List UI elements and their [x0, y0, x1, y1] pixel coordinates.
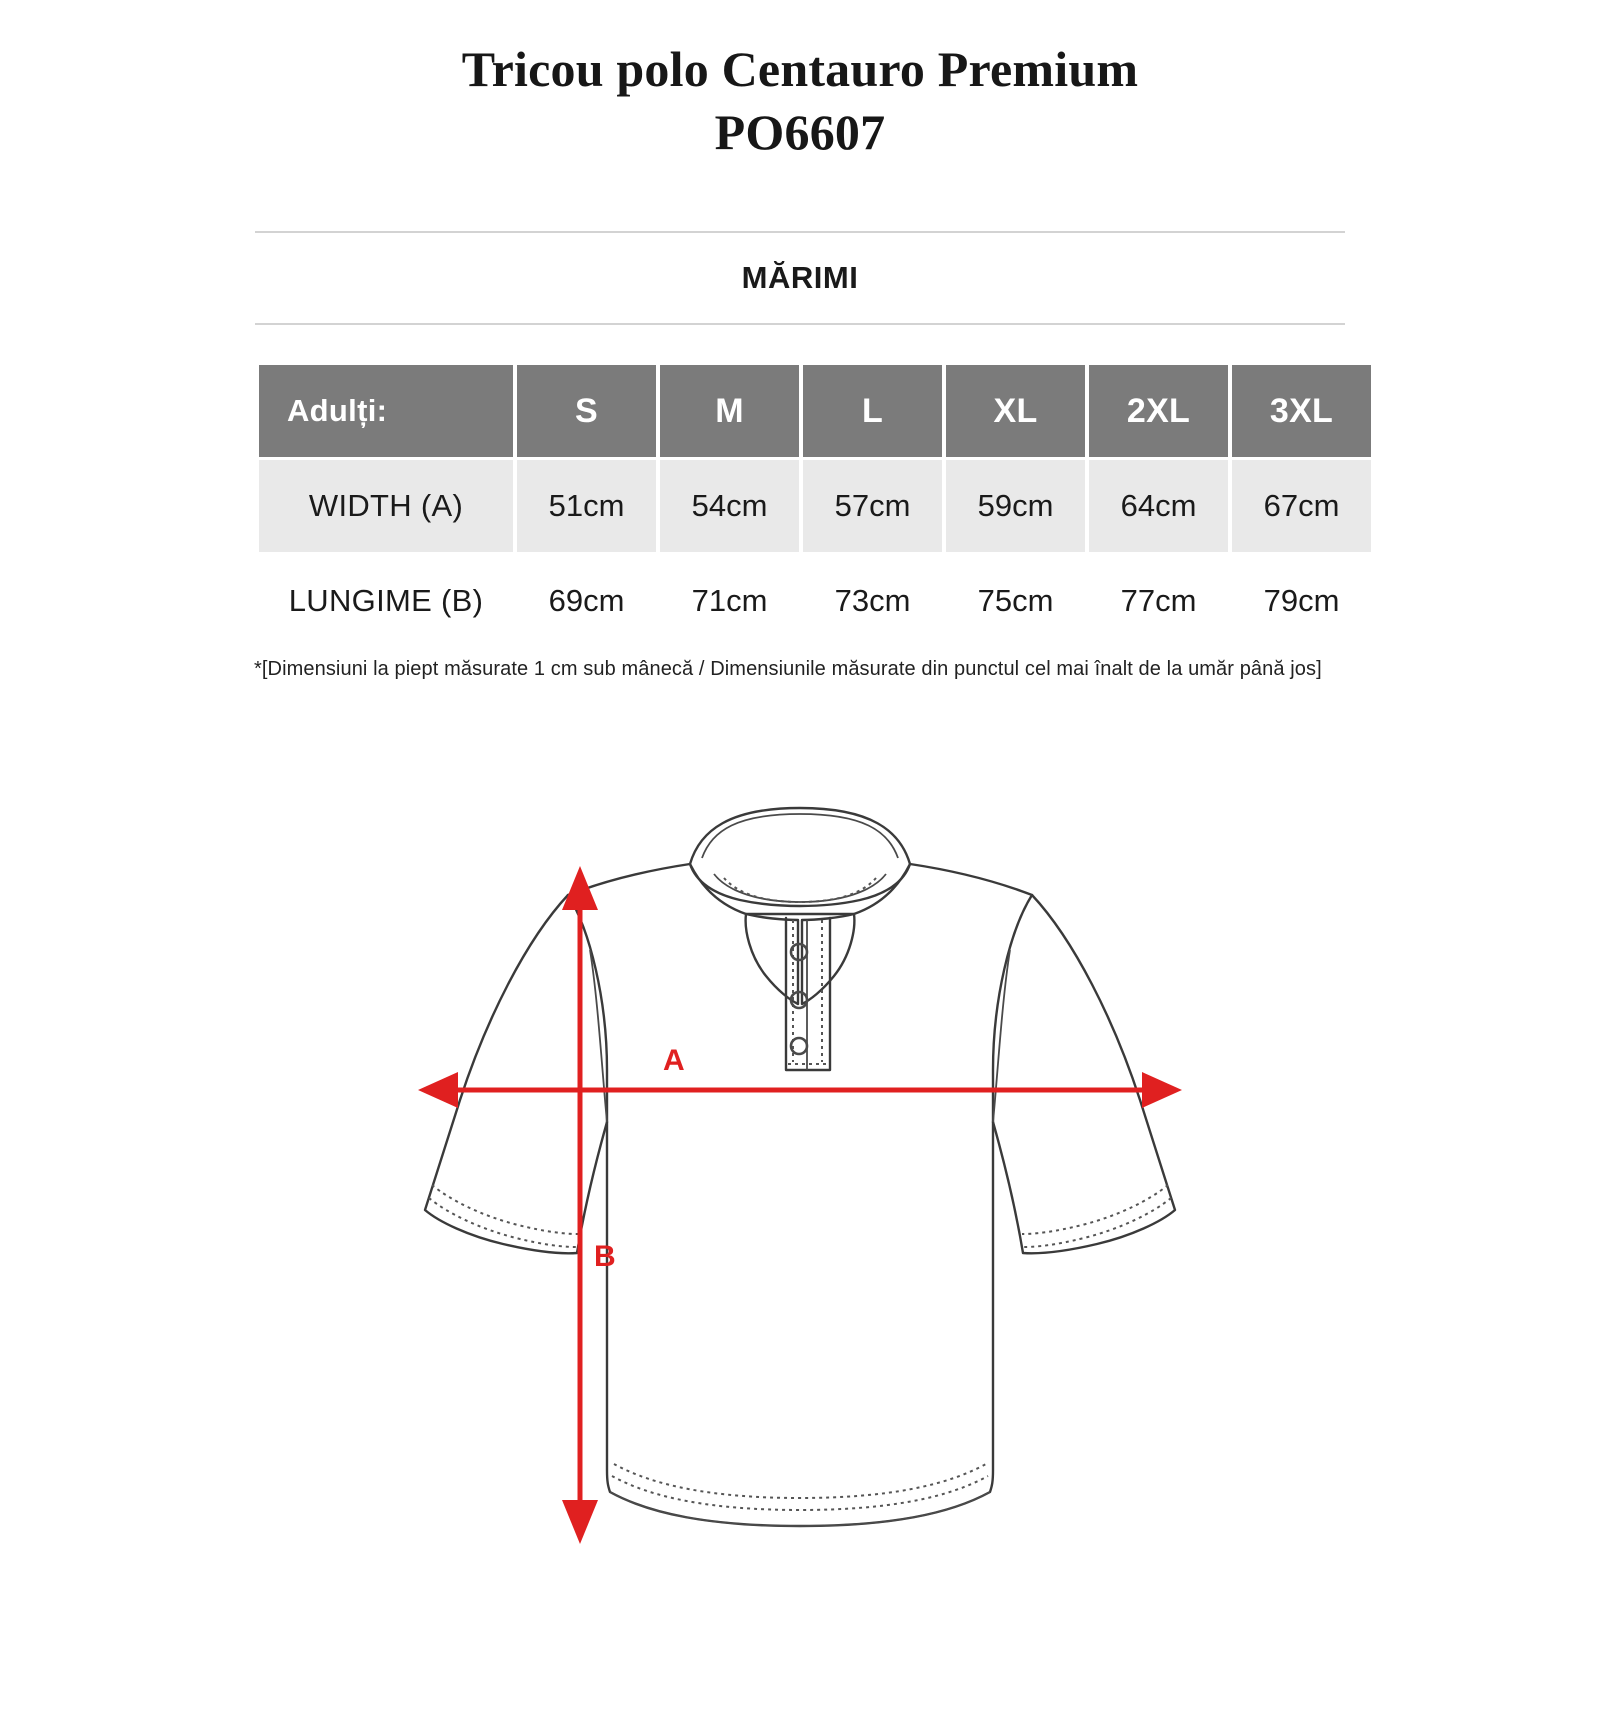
shirt-hem-stitch-2: [613, 1463, 987, 1500]
cell-length-3xl: 79cm: [1232, 555, 1371, 647]
left-sleeve-cuff-stitch-2: [428, 1197, 577, 1248]
cell-length-2xl: 77cm: [1089, 555, 1228, 647]
shirt-body-outline: [566, 862, 1034, 1528]
cell-length-m: 71cm: [660, 555, 799, 647]
cell-length-l: 73cm: [803, 555, 942, 647]
page-title: Tricou polo Centauro Premium PO6607: [0, 0, 1600, 163]
cell-length-s: 69cm: [517, 555, 656, 647]
table-row: LUNGIME (B) 69cm 71cm 73cm 75cm 77cm 79c…: [259, 555, 1371, 647]
measure-a-arrow-left: [418, 1072, 458, 1108]
shirt-hem-line: [609, 1491, 991, 1527]
right-sleeve-cuff-stitch-2: [1023, 1197, 1172, 1248]
table-row: WIDTH (A) 51cm 54cm 57cm 59cm 64cm 67cm: [259, 460, 1371, 552]
collar-left-point: [744, 912, 800, 1006]
cell-width-xl: 59cm: [946, 460, 1085, 552]
cell-width-s: 51cm: [517, 460, 656, 552]
collar-inner-stitch: [723, 877, 877, 904]
button-icon: [789, 990, 809, 1010]
title-line-1: Tricou polo Centauro Premium: [461, 41, 1139, 97]
table-header-row: Adulți: S M L XL 2XL 3XL: [259, 365, 1371, 457]
cell-width-2xl: 64cm: [1089, 460, 1228, 552]
sizes-section-header: MĂRIMI: [255, 231, 1345, 325]
right-sleeve-outline: [991, 893, 1177, 1255]
right-shoulder-seam: [992, 949, 1011, 1123]
button-icon: [789, 1036, 809, 1056]
row-label-width: WIDTH (A): [259, 460, 513, 552]
table-header-size-2xl: 2XL: [1089, 365, 1228, 457]
collar-right-point: [800, 912, 856, 1006]
measure-a-arrow-right: [1142, 1072, 1182, 1108]
polo-shirt-diagram: A B: [0, 770, 1600, 1710]
left-sleeve-cuff-stitch: [431, 1184, 579, 1235]
cell-width-3xl: 67cm: [1232, 460, 1371, 552]
measure-b-arrow-bottom: [562, 1500, 598, 1544]
table-header-size-s: S: [517, 365, 656, 457]
right-sleeve-cuff-stitch: [1021, 1184, 1169, 1235]
button-icon: [789, 942, 809, 962]
table-header-size-xl: XL: [946, 365, 1085, 457]
collar-inner-edge: [713, 873, 887, 903]
left-shoulder-seam: [589, 949, 608, 1123]
cell-width-m: 54cm: [660, 460, 799, 552]
table-header-size-m: M: [660, 365, 799, 457]
collar-fold: [701, 813, 899, 859]
collar-outline: [688, 806, 912, 908]
measure-b-arrow-top: [562, 866, 598, 910]
table-header-size-l: L: [803, 365, 942, 457]
table-header-row-label: Adulți:: [259, 365, 513, 457]
measure-a-label: A: [663, 1044, 685, 1077]
cell-length-xl: 75cm: [946, 555, 1085, 647]
measure-b-label: B: [594, 1240, 616, 1273]
size-table: Adulți: S M L XL 2XL 3XL WIDTH (A) 51cm …: [255, 362, 1375, 650]
placket-outline: [784, 916, 832, 1072]
sizes-section-label: MĂRIMI: [741, 260, 859, 295]
table-header-size-3xl: 3XL: [1232, 365, 1371, 457]
shirt-hem-stitch: [611, 1475, 989, 1512]
row-label-length: LUNGIME (B): [259, 555, 513, 647]
title-line-2: PO6607: [714, 103, 886, 160]
cell-width-l: 57cm: [803, 460, 942, 552]
size-table-wrapper: Adulți: S M L XL 2XL 3XL WIDTH (A) 51cm …: [255, 362, 1371, 650]
measurement-footnote: *[Dimensiuni la piept măsurate 1 cm sub …: [254, 658, 1322, 680]
